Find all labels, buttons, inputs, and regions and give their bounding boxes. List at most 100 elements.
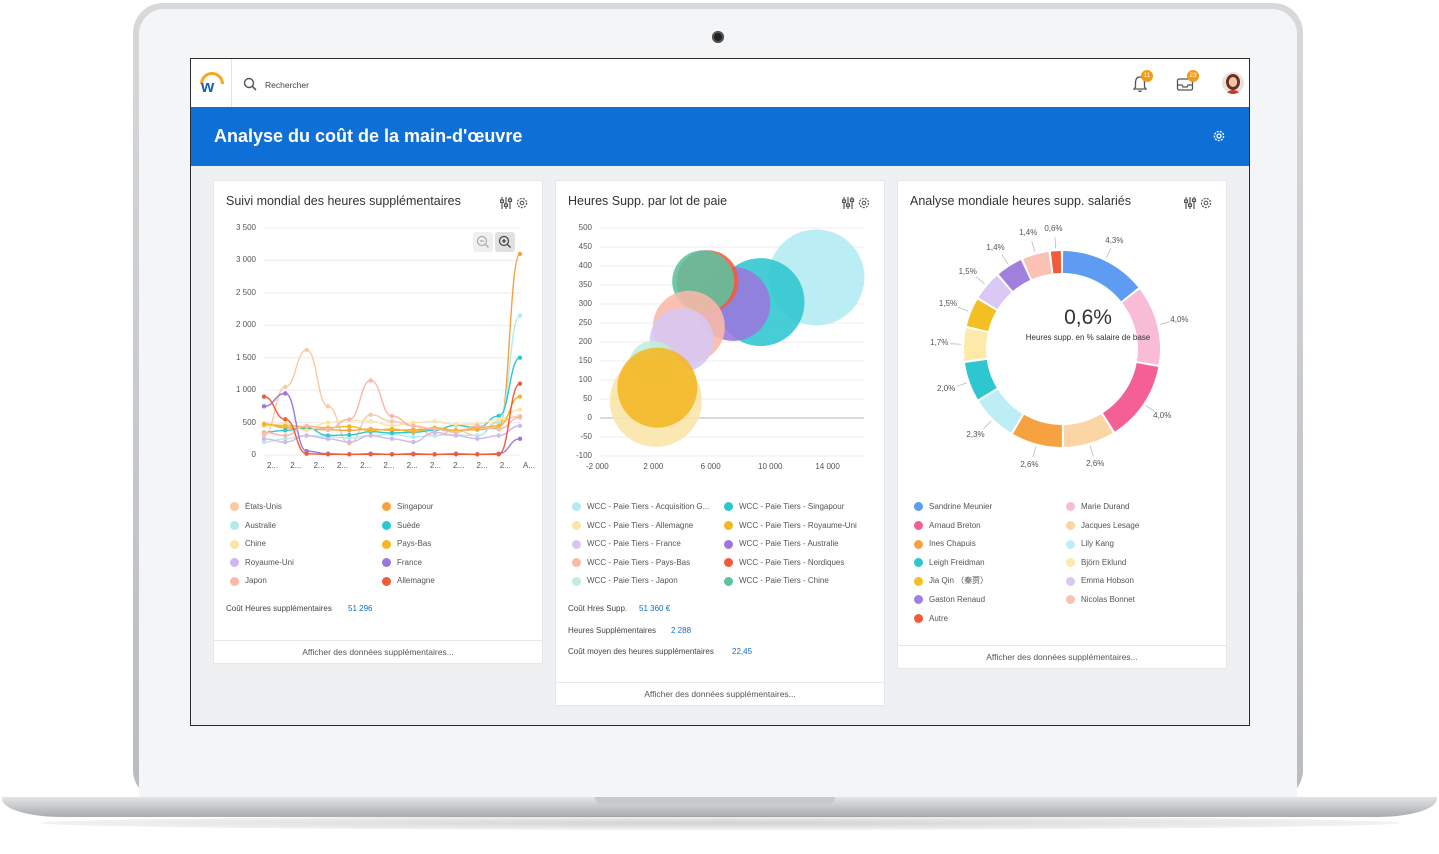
legend-item[interactable]: WCC - Paie Tiers - Royaume-Uni — [724, 520, 857, 532]
x-tick-label: 10 000 — [758, 462, 783, 471]
y-tick-label: 3 500 — [235, 223, 256, 232]
stat-value[interactable]: 2 288 — [671, 626, 692, 635]
legend-item[interactable]: WCC - Paie Tiers - Chine — [724, 575, 829, 587]
legend-item[interactable]: Allemagne — [382, 575, 435, 587]
show-more-link[interactable]: Afficher des données supplémentaires... — [898, 645, 1226, 668]
legend-swatch — [382, 502, 391, 512]
data-point — [411, 420, 416, 425]
data-point — [517, 355, 523, 360]
legend-item[interactable]: WCC - Paie Tiers - France — [572, 538, 681, 550]
legend-item[interactable]: WCC - Paie Tiers - Japon — [572, 575, 678, 587]
x-tick-label: 2... — [499, 461, 511, 470]
legend-item[interactable]: Singapour — [382, 501, 433, 513]
legend-item[interactable]: WCC - Paie Tiers - Nordiques — [724, 557, 844, 569]
data-point — [325, 436, 331, 441]
data-point — [411, 452, 416, 457]
label-leader — [950, 343, 962, 345]
data-point — [496, 433, 501, 438]
legend-item[interactable]: WCC - Paie Tiers - Australie — [724, 538, 839, 550]
data-point — [389, 413, 395, 419]
data-point — [389, 426, 395, 432]
line-chart — [261, 227, 523, 457]
legend-item[interactable]: Jia Qin （秦贾） — [914, 575, 988, 587]
legend-item[interactable]: Australie — [230, 520, 276, 532]
legend-swatch — [572, 558, 581, 568]
data-point — [496, 452, 501, 457]
slice-label: 4,0% — [1153, 411, 1172, 421]
show-more-link[interactable]: Afficher des données supplémentaires... — [214, 640, 542, 663]
search-input[interactable]: Rechercher — [265, 80, 309, 90]
legend-item[interactable]: Leigh Freidman — [914, 557, 985, 569]
legend-swatch — [914, 595, 923, 605]
y-tick-label: 500 — [242, 417, 256, 427]
legend-item[interactable]: Marie Durand — [1066, 501, 1129, 513]
legend-item[interactable]: Björn Eklund — [1066, 557, 1126, 569]
stat-value[interactable]: 51 360 € — [639, 604, 671, 613]
legend-label: Björn Eklund — [1081, 557, 1127, 567]
legend-label: WCC - Paie Tiers - Singapour — [739, 502, 845, 511]
legend-item[interactable]: Pays-Bas — [382, 538, 431, 550]
legend-item[interactable]: Emma Hobson — [1066, 575, 1134, 587]
data-point — [261, 430, 267, 435]
legend-swatch — [230, 539, 239, 549]
legend-item[interactable]: Arnaud Breton — [914, 520, 981, 532]
legend-item[interactable]: WCC - Paie Tiers - Singapour — [724, 501, 844, 513]
legend-label: Autre — [929, 613, 949, 623]
legend-item[interactable]: États-Unis — [230, 501, 282, 513]
data-point — [261, 422, 267, 427]
legend-item[interactable]: France — [382, 557, 422, 569]
legend-item[interactable]: Lily Kang — [1066, 538, 1114, 550]
gear-icon[interactable] — [1212, 129, 1226, 143]
legend-item[interactable]: WCC - Paie Tiers - Acquisition G... — [572, 501, 709, 513]
legend-item[interactable]: Ines Chapuis — [914, 538, 976, 550]
donut-slice — [965, 359, 997, 400]
laptop-base — [2, 797, 1437, 817]
legend-label: WCC - Paie Tiers - Acquisition G... — [587, 502, 710, 511]
x-tick-label: 2... — [313, 461, 325, 470]
y-tick-label: 1 500 — [235, 352, 256, 362]
legend-item[interactable]: Nicolas Bonnet — [1066, 594, 1135, 606]
inbox-icon[interactable] — [1176, 76, 1194, 92]
legend-item[interactable]: WCC - Paie Tiers - Pays-Bas — [572, 557, 690, 569]
zoom-in-button[interactable] — [495, 232, 515, 252]
legend-item[interactable]: Suède — [382, 520, 420, 532]
data-point — [304, 428, 309, 433]
legend-item[interactable]: Japon — [230, 575, 267, 587]
slice-label: 2,0% — [937, 384, 956, 394]
legend-swatch — [724, 558, 733, 568]
data-point — [517, 251, 523, 257]
legend-item[interactable]: Sandrine Meunier — [914, 501, 992, 513]
legend-item[interactable]: Chine — [230, 538, 266, 550]
legend-label: Sandrine Meunier — [929, 502, 993, 511]
data-point — [432, 433, 437, 438]
legend-item[interactable]: Gaston Renaud — [914, 594, 985, 606]
stat-value[interactable]: 51 296 — [348, 604, 373, 613]
y-tick-label: 300 — [578, 299, 592, 308]
legend-item[interactable]: Jacques Lesage — [1066, 520, 1139, 532]
legend-swatch — [1066, 520, 1075, 530]
data-point — [283, 384, 288, 390]
legend-item[interactable]: WCC - Paie Tiers - Allemagne — [572, 520, 693, 532]
avatar[interactable] — [1222, 72, 1244, 94]
show-more-link[interactable]: Afficher des données supplémentaires... — [556, 682, 884, 705]
gear-icon — [1200, 197, 1212, 209]
x-tick-label: 2... — [267, 461, 279, 470]
x-tick-label: 2... — [336, 461, 348, 470]
card-overtime-by-payroll: Heures Supp. par lot de paie 500 450 400 35… — [555, 180, 885, 706]
legend-swatch — [230, 558, 239, 568]
stat-value[interactable]: 22,45 — [732, 647, 753, 656]
legend-label: Chine — [245, 539, 266, 549]
data-point — [475, 436, 480, 441]
data-point — [283, 391, 288, 396]
data-point — [432, 430, 437, 435]
legend-label: WCC - Paie Tiers - Japon — [587, 576, 678, 586]
data-point — [453, 422, 459, 427]
legend-item[interactable]: Royaume-Uni — [230, 557, 294, 569]
legend-item[interactable]: Autre — [914, 613, 948, 625]
data-point — [517, 313, 523, 318]
zoom-out-button[interactable] — [473, 232, 493, 252]
search-icon[interactable] — [243, 77, 257, 91]
data-point — [283, 423, 288, 429]
workday-logo[interactable]: w — [191, 59, 232, 107]
data-point — [389, 452, 395, 457]
